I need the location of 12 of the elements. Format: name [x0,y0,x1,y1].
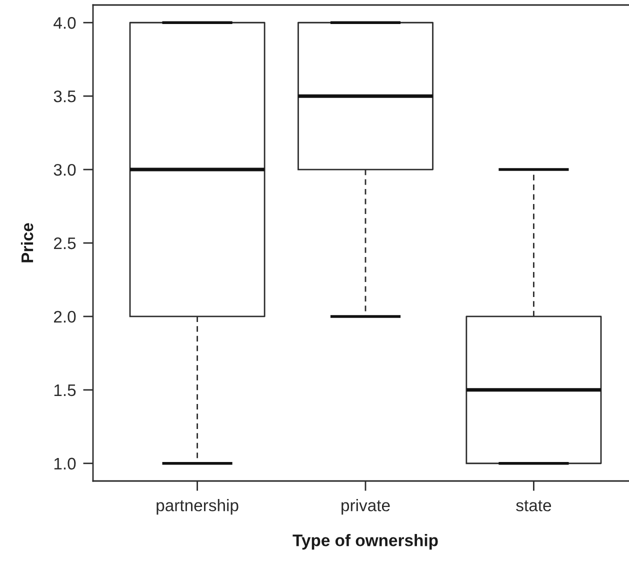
y-tick-label: 1.5 [54,384,76,396]
x-tick-label: state [516,500,552,512]
y-tick-label: 3.5 [54,90,76,102]
y-tick-label: 3.0 [54,164,76,176]
x-axis-title: Type of ownership [292,534,438,550]
y-tick-label: 2.5 [54,237,76,250]
y-tick-label: 4.0 [54,17,76,29]
y-tick-label: 2.0 [54,310,76,323]
y-axis-title: Price [20,223,34,262]
y-tick-label: 1.0 [54,458,76,470]
x-tick-label: private [342,499,390,515]
x-tick-label: partnership [156,499,238,515]
